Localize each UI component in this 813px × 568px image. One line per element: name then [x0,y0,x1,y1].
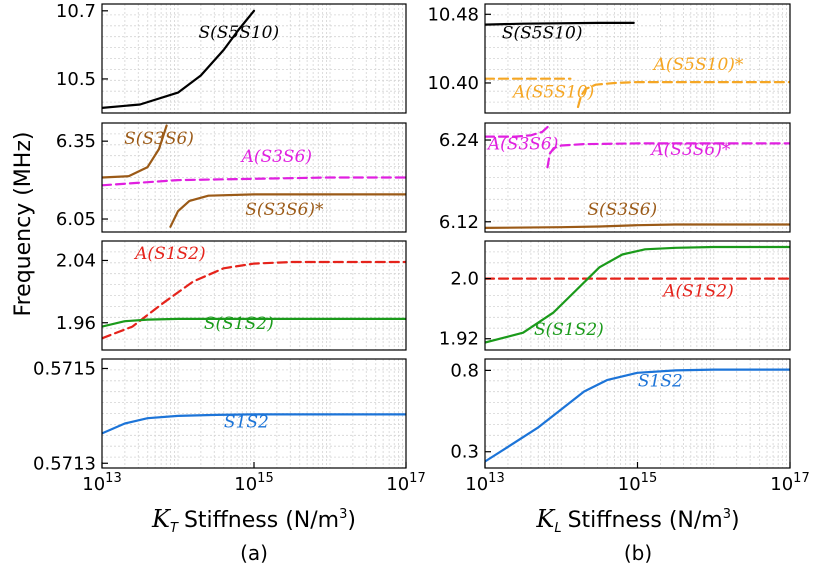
grid-b4 [485,359,790,468]
y-tick-label: 10.5 [56,69,96,90]
series-annotation: A(S3S6) [240,147,312,167]
series-line-s-s3s6- [485,223,790,229]
series-annotation: A(S5S10)* [652,55,744,75]
axes-frame [101,240,407,351]
y-tick-label: 10.48 [427,4,479,25]
grid-a1 [102,4,406,113]
series-annotation: S(S1S2) [534,320,604,340]
x-tick-label: 1015 [618,471,657,495]
series-annotation: S(S3S6) [587,200,657,220]
axes-frame [101,3,407,114]
panel-a4: 0.5713 0.5715 S1S2 1013 1015 1017 [33,358,426,495]
grid-b2 [485,123,790,232]
series-annotation: S1S2 [638,372,683,392]
panel-a1: 10.5 10.7 S(S5S10) [56,1,407,114]
panels-layer: 10.5 10.7 S(S5S10) 6.05 6.35 S(S3S6) A(S3S6) S(… [33,1,810,495]
x-tick-label: 1013 [82,471,121,495]
y-tick-label: 2.04 [56,250,96,271]
panel-b4: 0.3 0.8 S1S2 1013 1015 1017 [450,358,810,495]
series-line-s-s3s6- [169,193,406,228]
y-tick-label: 0.8 [450,360,479,381]
y-tick-label: 0.5715 [33,358,96,379]
panel-b2: 6.12 6.24 A(S3S6) A(S3S6)* S(S3S6) [439,122,791,233]
caption-b: (b) [624,541,652,565]
series-line-s-s1s2- [102,317,406,328]
panel-a3: 1.96 2.04 A(S1S2) S(S1S2) [56,240,407,351]
series-line-a-s5s10- [576,81,790,109]
y-tick-label: 0.3 [450,442,479,463]
series-line-s-s5s10- [485,21,635,26]
series-annotation: A(S1S2) [133,244,205,264]
y-tick-label: 6.35 [56,131,96,152]
y-axis-label: Frequency (MHz) [11,132,36,317]
series-line-a-s3s6- [546,142,790,169]
series-annotation: A(S3S6) [486,135,558,155]
y-tick-label: 2.0 [450,269,479,290]
series-line-s1s2 [102,413,406,435]
series-annotation: S(S1S2) [204,314,274,334]
series-annotation: A(S1S2) [661,282,733,302]
series-line-s-s3s6- [102,124,168,179]
x-tick-label: 1013 [465,471,504,495]
series-annotation: S(S3S6) [124,129,194,149]
x-tick-label: 1015 [234,471,273,495]
series-line-s-s1s2- [485,245,790,344]
x-axis-label-a: KT Stiffness (N/m3) [151,505,356,536]
x-axis-label-b: KL Stiffness (N/m3) [535,505,739,536]
series-annotation: A(S3S6)* [649,140,730,160]
panel-a2: 6.05 6.35 S(S3S6) A(S3S6) S(S3S6)* [56,122,407,233]
axes-frame [484,122,791,233]
y-tick-label: 6.05 [56,209,96,230]
grid-b3 [485,241,790,350]
y-tick-label: 10.7 [56,1,96,22]
series-line-a-s3s6- [102,176,406,187]
series-annotation: S1S2 [224,413,269,433]
y-tick-label: 0.5713 [33,453,96,474]
series-annotation: S(S5S10) [198,23,279,43]
series-line-a-s3s6- [485,123,551,138]
y-tick-label: 6.24 [439,130,479,151]
series-line-s-s5s10- [102,9,256,109]
axes-frame [484,240,791,351]
y-tick-label: 6.12 [439,212,479,233]
series-annotation: S(S5S10) [502,23,583,43]
series-annotation: A(S5S10) [511,83,594,103]
panel-b3: 1.92 2.0 A(S1S2) S(S1S2) [439,240,791,351]
panel-b1: 10.40 10.48 S(S5S10) A(S5S10)* A(S5S10) [427,3,791,114]
series-line-s1s2 [485,368,790,463]
x-tick-label: 1017 [770,471,809,495]
axes-frame [484,3,791,114]
y-tick-label: 1.96 [56,313,96,334]
x-tick-label: 1017 [386,471,425,495]
axes-frame [101,122,407,233]
grid-b1 [485,4,790,113]
series-annotation: S(S3S6)* [245,200,324,220]
series-line-a-s1s2- [102,260,406,340]
y-tick-label: 1.92 [439,329,479,350]
y-tick-label: 10.40 [427,73,479,94]
grid-a3 [102,241,406,350]
caption-a: (a) [240,541,268,565]
